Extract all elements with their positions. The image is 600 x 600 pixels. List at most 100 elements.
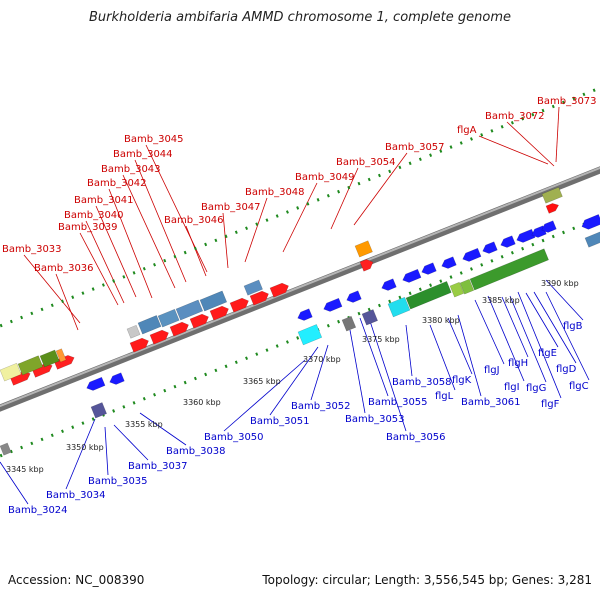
rev-leader-flgH xyxy=(501,296,529,358)
gene-cyan-2 xyxy=(297,324,323,346)
fwd-label-Bamb_3045: Bamb_3045 xyxy=(124,134,184,145)
gene-grey-left-shape xyxy=(0,442,12,456)
label-leader-lines xyxy=(0,106,590,505)
rev-gene-14 xyxy=(541,220,557,233)
rev-leader-Bamb_3050 xyxy=(223,359,306,432)
rev-leader-Bamb_3034 xyxy=(65,418,96,490)
gene-orange xyxy=(354,240,373,258)
fwd-label-Bamb_3049: Bamb_3049 xyxy=(295,172,355,183)
fwd-gene-left-2 xyxy=(53,355,75,370)
fwd-leader-Bamb_3073 xyxy=(555,106,560,163)
fwd-label-Bamb_3047: Bamb_3047 xyxy=(201,202,261,213)
rev-label-Bamb_3037: Bamb_3037 xyxy=(128,461,188,472)
map-title: Burkholderia ambifaria AMMD chromosome 1… xyxy=(88,10,512,25)
fwd-label-Bamb_3072: Bamb_3072 xyxy=(485,111,545,122)
scale-tick-1: 3345 kbp xyxy=(6,465,44,474)
fwd-leader-Bamb_3054 xyxy=(330,167,359,230)
gene-slate-shape xyxy=(361,309,378,326)
rev-label-flgD: flgD xyxy=(556,364,577,375)
gene-green-2-shape xyxy=(469,248,549,291)
fwd-gene-1 xyxy=(149,329,169,345)
rev-gene-10 xyxy=(482,241,498,254)
rev-leader-Bamb_3051 xyxy=(269,346,319,416)
rev-label-Bamb_3050: Bamb_3050 xyxy=(204,432,264,443)
fwd-gene-4-shape xyxy=(209,305,229,321)
rev-leader-Bamb_3035 xyxy=(104,426,109,476)
gene-green-2 xyxy=(469,248,549,291)
scale-tick-7: 3375 kbp xyxy=(362,335,400,344)
gene-steel-5-shape xyxy=(243,279,263,296)
rev-label-Bamb_3038: Bamb_3038 xyxy=(166,446,226,457)
gene-red-small-shape xyxy=(359,259,374,272)
fwd-gene-right-shape xyxy=(545,203,559,214)
fwd-label-Bamb_3041: Bamb_3041 xyxy=(74,195,134,206)
rev-label-flgL: flgL xyxy=(435,391,454,402)
scale-ticks: 3345 kbp 3350 kbp 3355 kbp 3360 kbp 3365 kbp… xyxy=(6,279,579,474)
rev-label-Bamb_3052: Bamb_3052 xyxy=(291,401,351,412)
fwd-label-Bamb_3048: Bamb_3048 xyxy=(245,187,305,198)
fwd-leader-Bamb_3039 xyxy=(79,232,119,306)
rev-label-Bamb_3051: Bamb_3051 xyxy=(250,416,310,427)
gene-orange-left-shape xyxy=(55,348,67,363)
gene-steel-1-shape xyxy=(137,315,162,335)
fwd-label-Bamb_3057: Bamb_3057 xyxy=(385,142,445,153)
gene-grey-2 xyxy=(341,315,357,332)
gene-steel-2-shape xyxy=(157,308,180,328)
gene-green-1-shape xyxy=(405,281,452,310)
scale-tick-2: 3350 kbp xyxy=(66,443,104,452)
gene-cyan-2-shape xyxy=(297,324,323,346)
fwd-gene-0 xyxy=(129,337,149,353)
gene-olive-left-2-shape xyxy=(39,349,60,368)
fwd-leader-Bamb_3045 xyxy=(145,144,208,273)
fwd-leader-Bamb_3072 xyxy=(506,121,555,167)
rev-gene-4-shape xyxy=(346,290,362,303)
rev-leader-Bamb_3061 xyxy=(457,314,482,397)
fwd-label-Bamb_3046: Bamb_3046 xyxy=(164,215,224,226)
gene-red-small xyxy=(359,259,374,272)
rev-label-Bamb_3034: Bamb_3034 xyxy=(46,490,106,501)
rev-label-flgB: flgB xyxy=(563,321,583,332)
gene-steel-4 xyxy=(199,290,228,312)
gene-slate-2 xyxy=(90,402,107,419)
rev-label-Bamb_3055: Bamb_3055 xyxy=(368,397,428,408)
rev-leader-flgG xyxy=(509,295,547,383)
fwd-gene-2-shape xyxy=(169,321,189,337)
fwd-gene-left-2-shape xyxy=(53,355,75,370)
gene-grey-shape xyxy=(126,324,141,339)
fwd-leader-Bamb_3044 xyxy=(134,159,187,283)
fwd-gene-right xyxy=(545,203,559,214)
fwd-label-Bamb_3054: Bamb_3054 xyxy=(336,157,396,168)
fwd-gene-7-shape xyxy=(269,282,289,298)
gene-lime-2-shape xyxy=(459,278,475,295)
fwd-gene-3-shape xyxy=(189,313,209,329)
rev-gene-6 xyxy=(402,268,422,283)
fwd-leader-Bamb_3036 xyxy=(55,273,79,331)
gene-steel-1 xyxy=(137,315,162,335)
rev-label-flgJ: flgJ xyxy=(484,365,500,376)
fwd-leader-Bamb_3047 xyxy=(222,212,229,269)
fwd-gene-0-shape xyxy=(129,337,149,353)
accession-text: Accession: NC_008390 xyxy=(8,573,145,587)
scale-tick-8: 3380 kbp xyxy=(422,316,460,325)
backbone xyxy=(0,166,600,412)
rev-gene-11-shape xyxy=(500,235,516,248)
rev-leader-Bamb_3037 xyxy=(113,424,149,461)
fwd-label-Bamb_3039: Bamb_3039 xyxy=(58,222,118,233)
fwd-label-Bamb_3036: Bamb_3036 xyxy=(34,263,94,274)
fwd-gene-1-shape xyxy=(149,329,169,345)
rev-gene-0 xyxy=(86,376,106,391)
gene-pale-left-shape xyxy=(0,362,22,382)
gene-grey-left xyxy=(0,442,12,456)
fwd-gene-6-shape xyxy=(249,290,269,306)
rev-gene-7-shape xyxy=(421,262,437,275)
rev-gene-2-shape xyxy=(297,308,313,321)
fwd-gene-3 xyxy=(189,313,209,329)
rev-leader-Bamb_3052 xyxy=(310,344,329,401)
rev-gene-1 xyxy=(109,372,125,385)
fwd-label-Bamb_3044: Bamb_3044 xyxy=(113,149,173,160)
fwd-gene-2 xyxy=(169,321,189,337)
rev-label-flgE: flgE xyxy=(538,348,557,359)
scale-tick-4: 3360 kbp xyxy=(183,398,221,407)
gene-features xyxy=(0,186,600,456)
